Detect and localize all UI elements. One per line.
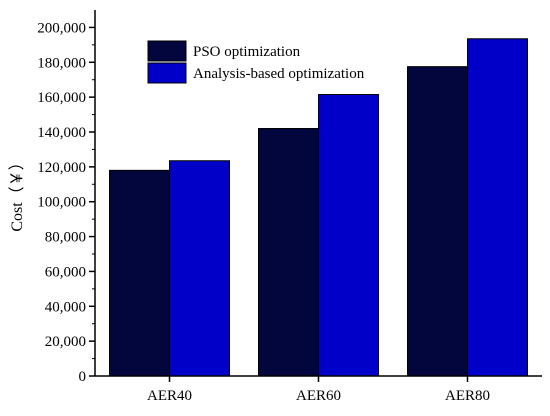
y-tick-label: 0 [79, 369, 87, 385]
y-tick-label: 40,000 [45, 299, 86, 315]
y-tick-label: 80,000 [45, 230, 86, 246]
bar-aer40-series-1 [109, 169, 170, 377]
bars-group [109, 38, 528, 377]
x-tick-label-aer60: AER60 [296, 388, 341, 404]
legend-swatch-2 [147, 62, 187, 84]
bar-aer60-series-1 [258, 128, 319, 377]
bar-aer60-series-2 [318, 94, 379, 377]
bar-aer40-series-2 [169, 160, 230, 377]
y-tick-label: 180,000 [37, 55, 86, 71]
y-tick-label: 60,000 [45, 264, 86, 280]
y-tick-label: 140,000 [37, 125, 86, 141]
y-ticks: 0 20,000 40,000 60,000 80,000 100,000 120,000 1… [37, 20, 95, 385]
y-tick-label: 20,000 [45, 334, 86, 350]
legend-label-1: PSO optimization [193, 44, 301, 60]
y-tick-label: 200,000 [37, 20, 86, 36]
x-ticks: AER40 AER60 AER80 [147, 376, 490, 404]
x-tick-label-aer80: AER80 [445, 388, 490, 404]
y-axis-title: Cost（￥） [8, 154, 26, 231]
x-tick-label-aer40: AER40 [147, 388, 192, 404]
legend-label-2: Analysis-based optimization [193, 66, 365, 82]
y-tick-label: 160,000 [37, 90, 86, 106]
legend-swatch-1 [147, 40, 187, 62]
legend: PSO optimization Analysis-based optimizat… [147, 40, 365, 84]
bar-aer80-series-1 [407, 66, 468, 377]
y-tick-label: 120,000 [37, 160, 86, 176]
y-tick-label: 100,000 [37, 195, 86, 211]
bar-aer80-series-2 [467, 38, 528, 377]
axes-group: 0 20,000 40,000 60,000 80,000 100,000 120,000 1… [37, 10, 542, 404]
